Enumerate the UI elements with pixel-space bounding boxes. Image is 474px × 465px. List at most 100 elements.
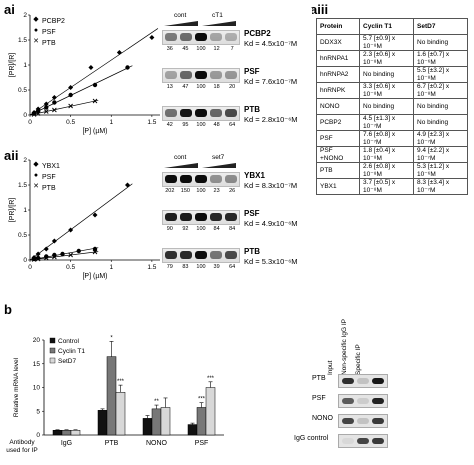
data-point-ybx1	[35, 251, 41, 257]
lane-quantification: 90 92 100 84 84	[162, 226, 240, 232]
binding-plot-aii: 0 0.5 1 1.5 0 0.5 1 1.5 2 [P] (µM) [PR]/[R] ◆ YBX1 ● P…	[9, 157, 160, 280]
lane-value: 13	[166, 84, 173, 90]
legend-label-ptb: PTB	[42, 185, 56, 192]
gel-band	[180, 109, 192, 117]
x-tick-label: 1.5	[147, 119, 156, 126]
table-cell: 6.7 [±0.2] x 10⁻⁸M	[413, 82, 468, 99]
gel-protein-label: YBX1	[244, 171, 265, 180]
legend-swatch	[49, 347, 56, 354]
lane-value: 100	[196, 46, 206, 52]
gel-kd-value: Kd = 8.3x10⁻⁷M	[244, 181, 298, 190]
table-cell: hnRNPA2	[315, 66, 361, 83]
gel-kd-value: Kd = 2.8x10⁻⁶M	[244, 115, 298, 124]
lane-value: 95	[182, 122, 189, 128]
blot-row-label: PSF	[312, 395, 326, 402]
legend-label-psf: PSF	[42, 174, 56, 181]
table-header-row: Protein Cyclin T1 SetD7	[315, 18, 468, 35]
gel-protein-label: PTB	[244, 105, 260, 114]
lane-quantification: 202 150 100 23 26	[162, 188, 240, 194]
legend-marker: ●	[34, 27, 38, 34]
table-cell: 3.7 [±0.5] x 10⁻⁸M	[359, 178, 415, 195]
data-point-ptb	[35, 111, 41, 116]
gel-protein-label: PSF	[244, 67, 260, 76]
lane-value: 42	[166, 122, 173, 128]
table-row: PCBP2 4.5 [±1.3] x 10⁻⁷M No binding	[315, 114, 468, 131]
gel-band	[165, 251, 177, 259]
blot-band	[342, 438, 354, 444]
lane-value: 7	[230, 46, 234, 52]
gel-header-left: cont	[174, 154, 187, 161]
gel-kd-value: Kd = 7.6x10⁻⁷M	[244, 77, 298, 86]
y-axis-label: [PR]/[R]	[9, 198, 16, 223]
table-cell: 8.3 [±3.4] x 10⁻⁷M	[413, 178, 468, 195]
data-point-pcbp2	[88, 65, 94, 70]
x-tick-label: 0.5	[66, 119, 75, 126]
legend-swatch	[49, 357, 56, 364]
table-cell: 5.5 [±3.2] x 10⁻⁸M	[413, 66, 468, 83]
table-cell: No binding	[413, 34, 468, 51]
legend-marker: ●	[34, 172, 38, 179]
data-point-ybx1	[68, 227, 74, 233]
table-row: DDX3X 5.7 [±0.9] x 10⁻⁸M No binding	[315, 34, 468, 51]
gel-band	[225, 213, 237, 221]
significance-marker: ***	[207, 376, 215, 382]
legend-label-psf: PSF	[42, 29, 56, 36]
data-point-psf	[92, 246, 98, 252]
lane-value: 64	[229, 264, 236, 270]
x-tick-label: 0	[28, 119, 32, 126]
table-cell: 1.8 [±0.4] x 10⁻⁸M	[359, 146, 415, 163]
y-tick-label: 0.5	[18, 232, 27, 239]
y-axis-label: [PR]/[R]	[9, 53, 16, 78]
table-cell: NONO	[315, 98, 361, 115]
gel-header-left: cont	[174, 12, 187, 19]
data-point-pcbp2	[51, 95, 57, 100]
fit-line-ybx1	[29, 183, 133, 261]
blot-band	[372, 378, 384, 384]
gel-band	[195, 71, 207, 79]
gel-band	[210, 109, 222, 117]
table-cell: PTB	[315, 162, 361, 179]
lane-value: 100	[196, 84, 206, 90]
blot-column-label: Specific IP	[355, 344, 362, 375]
lane-value: 79	[166, 264, 173, 270]
lane-value: 20	[229, 84, 236, 90]
data-point-pcbp2	[149, 35, 155, 40]
gel-band	[165, 175, 177, 183]
table-cell: hnRNPK	[315, 82, 361, 99]
gel-strip-ybx1	[162, 172, 240, 187]
y-axis-label: Relative mRNA level	[13, 357, 20, 417]
data-point-psf	[125, 65, 130, 70]
y-tick-label: 0	[36, 432, 40, 439]
lane-quantification: 36 45 100 12 7	[162, 46, 240, 52]
bar-setd7	[205, 387, 216, 436]
bar-cyclin-t1	[151, 408, 162, 436]
data-point-psf	[76, 248, 81, 254]
legend-label: Control	[58, 338, 80, 345]
column-header: SetD7	[413, 18, 468, 35]
lane-value: 18	[213, 84, 220, 90]
x-tick-label: 1	[109, 264, 113, 271]
table-cell: 4.5 [±1.3] x 10⁻⁷M	[359, 114, 415, 131]
gel-band	[195, 251, 207, 259]
y-tick-label: 10	[33, 385, 41, 392]
data-point-ptb	[68, 103, 73, 109]
bar-control	[52, 430, 63, 436]
gel-band	[225, 175, 237, 183]
lane-value: 92	[182, 226, 189, 232]
table-cell: PCBP2	[315, 114, 361, 131]
bar-cyclin-t1	[196, 407, 207, 436]
gel-band	[180, 251, 192, 259]
y-tick-label: 1	[23, 62, 27, 69]
legend-label-ybx1: YBX1	[42, 163, 60, 170]
legend-label-ptb: PTB	[42, 40, 56, 47]
x-axis-label: Antibody	[9, 439, 35, 446]
category-label: IgG	[61, 440, 72, 447]
x-tick-label: 1	[109, 119, 113, 126]
data-point-ptb	[35, 256, 41, 262]
data-point-ptb	[52, 107, 57, 113]
table-cell: 2.6 [±0.8] x 10⁻⁸M	[359, 162, 415, 179]
gel-band	[195, 213, 207, 221]
blot-column-label: Input	[327, 360, 334, 375]
x-tick-label: 0	[28, 264, 32, 271]
table-cell: 5.3 [±1.2] x 10⁻⁶M	[413, 162, 468, 179]
